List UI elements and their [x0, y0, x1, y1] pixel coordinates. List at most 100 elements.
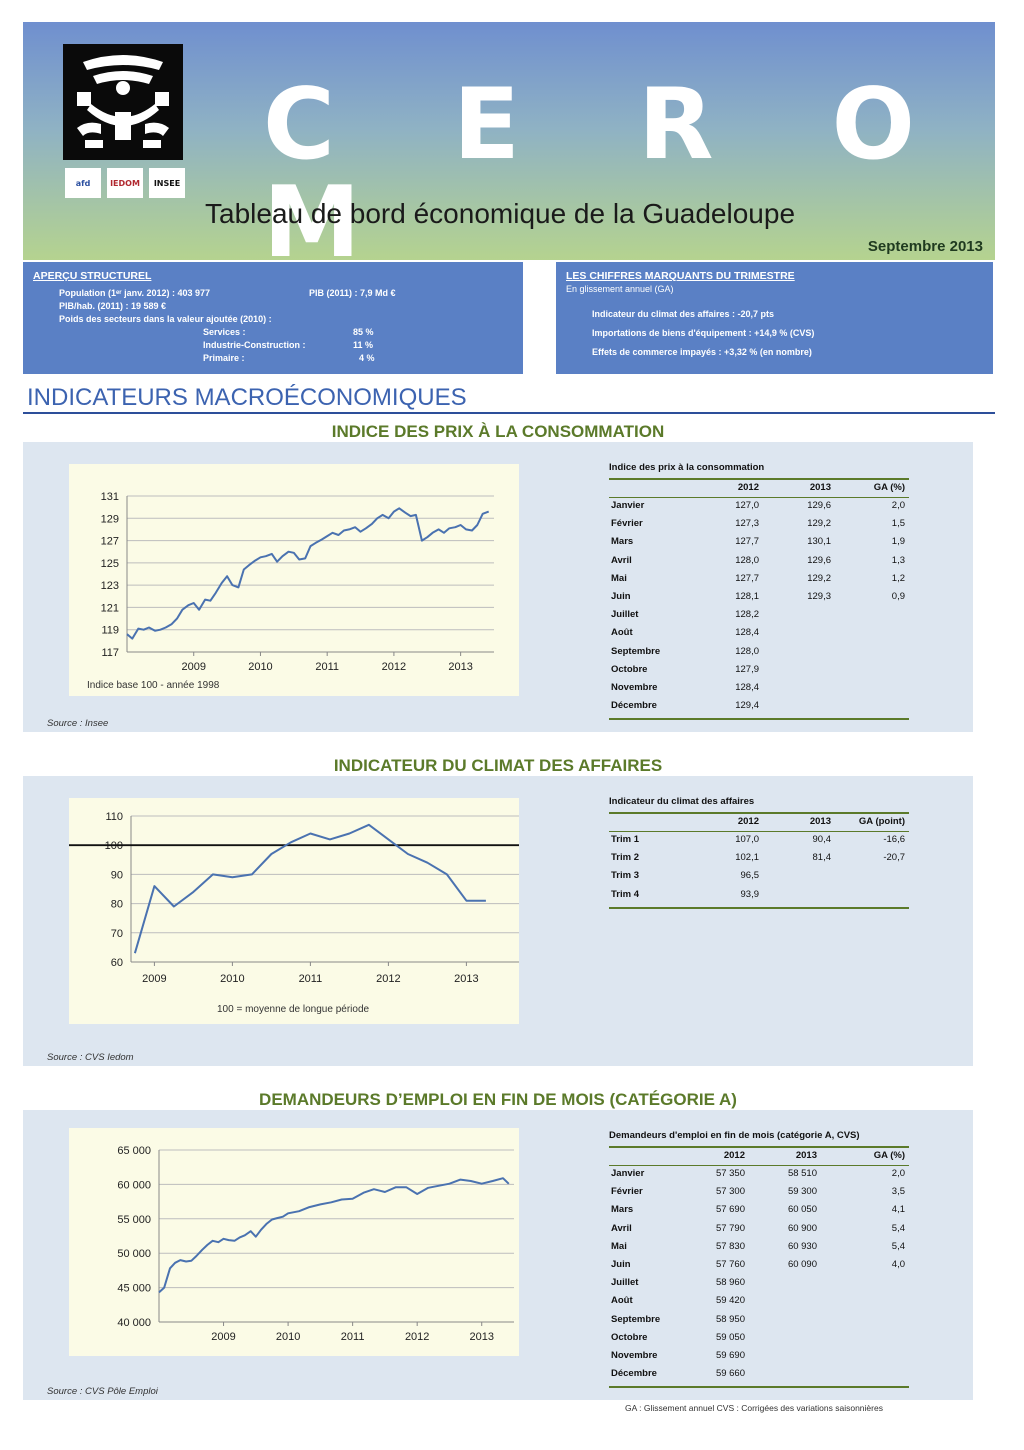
- table-cell: 127,7: [735, 536, 759, 548]
- table-row: Avril 128,0 129,6 1,3: [609, 555, 909, 573]
- table-row: Mars 127,7 130,1 1,9: [609, 536, 909, 554]
- x-tick-label: 2011: [299, 973, 323, 985]
- table-cell: 57 830: [715, 1240, 745, 1252]
- x-tick-label: 2012: [405, 1331, 429, 1343]
- header-banner: afd IEDOM INSEE C E R O M Tableau de bor…: [23, 22, 995, 272]
- table-cell: 2,0: [891, 500, 905, 511]
- row-label: Octobre: [611, 1331, 648, 1343]
- table-cell: 5,4: [891, 1222, 905, 1234]
- table-cell: 60 090: [787, 1259, 817, 1270]
- column-header: GA (%): [873, 1150, 905, 1161]
- sector-label: Primaire :: [203, 353, 245, 363]
- column-header: GA (%): [873, 482, 905, 493]
- row-label: Juin: [611, 591, 631, 602]
- chiffres-subtitle: En glissement annuel (GA): [566, 284, 674, 294]
- table-bottom-rule: [609, 718, 909, 721]
- x-tick-label: 2012: [376, 973, 400, 985]
- y-tick-label: 65 000: [117, 1145, 151, 1157]
- row-label: Février: [611, 518, 643, 530]
- table-cell: 93,9: [740, 888, 760, 900]
- y-tick-label: 119: [101, 625, 119, 637]
- cerom-logo: [63, 44, 183, 160]
- table-cell: 60 900: [787, 1222, 817, 1234]
- table-cell: 57 760: [715, 1259, 745, 1270]
- report-date: Septembre 2013: [867, 238, 983, 255]
- table-row: Décembre 129,4: [609, 700, 909, 718]
- table-cell: 58 960: [715, 1277, 745, 1289]
- ipc-chart: 117 119 121 123 125 127 129 131 2009 2010 2011 2012…: [69, 464, 519, 696]
- y-tick-label: 129: [101, 513, 119, 525]
- ipc-table: Indice des prix à la consommation 2012 201…: [609, 462, 909, 721]
- pib-hab-line: PIB/hab. (2011) : 19 589 €: [59, 301, 167, 311]
- sector-value: 4 %: [359, 353, 375, 363]
- table-cell: 59 050: [715, 1331, 745, 1343]
- row-label: Juin: [611, 1259, 631, 1270]
- table-cell: 59 420: [715, 1295, 745, 1307]
- table-cell: 128,0: [735, 645, 759, 657]
- ipc-chart-svg: 117 119 121 123 125 127 129 131 2009 2010 2011 2012…: [101, 491, 494, 673]
- ipc-source: Source : Insee: [47, 718, 109, 729]
- row-label: Mai: [611, 572, 627, 584]
- apercu-title: APERÇU STRUCTUREL: [33, 270, 152, 282]
- climat-chart-svg: 60 70 80 90 100 110 2009 2010 2011 2012 2013: [69, 811, 519, 985]
- footer-note: GA : Glissement annuel CVS : Corrigées d…: [625, 1403, 883, 1413]
- apercu-structurel-box: APERÇU STRUCTUREL Population (1ᵉʳ janv. …: [23, 262, 523, 374]
- row-label: Août: [611, 627, 633, 639]
- table-row: Mars 57 690 60 050 4,1: [609, 1204, 909, 1222]
- climat-title: INDICATEUR DU CLIMAT DES AFFAIRES: [333, 756, 663, 775]
- x-tick-label: 2010: [220, 973, 244, 985]
- table-row: Juin 128,1 129,3 0,9: [609, 591, 909, 609]
- chiffre-line: Indicateur du climat des affaires : -20,…: [592, 309, 775, 319]
- emploi-chart-svg: 40 000 45 000 50 000 55 000 60 000 65 000 2009…: [117, 1145, 514, 1343]
- table-cell: 129,4: [735, 700, 759, 712]
- table-cell: -16,6: [883, 834, 905, 845]
- macro-section-title: INDICATEURS MACROÉCONOMIQUES: [27, 384, 467, 411]
- x-tick-label: 2012: [382, 661, 406, 673]
- y-tick-label: 55 000: [117, 1214, 151, 1226]
- table-cell: 2,0: [891, 1168, 905, 1179]
- row-label: Décembre: [611, 700, 657, 712]
- y-tick-label: 123: [101, 580, 119, 592]
- pib-line: PIB (2011) : 7,9 Md €: [309, 288, 396, 298]
- table-cell: 60 050: [787, 1204, 817, 1216]
- x-tick-label: 2010: [276, 1331, 300, 1343]
- table-row: Septembre 58 950: [609, 1314, 909, 1332]
- report-subtitle: Tableau de bord économique de la Guadelo…: [205, 198, 796, 229]
- series-line: [133, 823, 486, 954]
- table-row: Novembre 128,4: [609, 682, 909, 700]
- table-cell: 129,2: [807, 572, 831, 584]
- ipc-title: INDICE DES PRIX À LA CONSOMMATION: [331, 422, 665, 441]
- column-header: 2012: [737, 816, 759, 827]
- table-cell: 107,0: [735, 834, 759, 845]
- table-row: Octobre 59 050: [609, 1332, 909, 1350]
- y-tick-label: 127: [101, 536, 119, 548]
- table-row: Mai 127,7 129,2 1,2: [609, 573, 909, 591]
- row-label: Décembre: [611, 1368, 657, 1380]
- column-header: 2013: [809, 482, 831, 493]
- y-tick-label: 80: [111, 899, 123, 911]
- sector-value: 11 %: [353, 340, 374, 350]
- y-tick-label: 121: [101, 602, 119, 614]
- emploi-source: Source : CVS Pôle Emploi: [47, 1386, 158, 1397]
- x-tick-label: 2009: [211, 1331, 235, 1343]
- row-label: Mai: [611, 1240, 627, 1252]
- table-cell: 129,6: [807, 500, 831, 511]
- table-bottom-rule: [609, 906, 909, 909]
- table-cell: 59 660: [715, 1368, 745, 1380]
- chiffres-title: LES CHIFFRES MARQUANTS DU TRIMESTRE: [566, 270, 795, 282]
- table-header: 2012 2013 GA (point): [609, 812, 909, 832]
- table-cell: 129,2: [807, 518, 831, 530]
- table-row: Septembre 128,0: [609, 646, 909, 664]
- poids-secteurs-line: Poids des secteurs dans la valeur ajouté…: [59, 314, 272, 324]
- brand-title: C E R O M: [263, 68, 957, 280]
- climat-panel: 60 70 80 90 100 110 2009 2010 2011 2012 2013 100 =…: [23, 776, 973, 1066]
- y-tick-label: 131: [101, 491, 119, 503]
- row-label: Septembre: [611, 1313, 661, 1325]
- x-tick-label: 2013: [448, 661, 472, 673]
- climat-chart: 60 70 80 90 100 110 2009 2010 2011 2012 2013 100 =…: [69, 798, 519, 1024]
- chiffre-line: Importations de biens d'équipement : +14…: [592, 328, 815, 338]
- ipc-panel: 117 119 121 123 125 127 129 131 2009 2010 2011 2012…: [23, 442, 973, 732]
- table-cell: 128,4: [735, 682, 759, 693]
- table-cell: 90,4: [812, 834, 832, 845]
- table-row: Janvier 57 350 58 510 2,0: [609, 1168, 909, 1186]
